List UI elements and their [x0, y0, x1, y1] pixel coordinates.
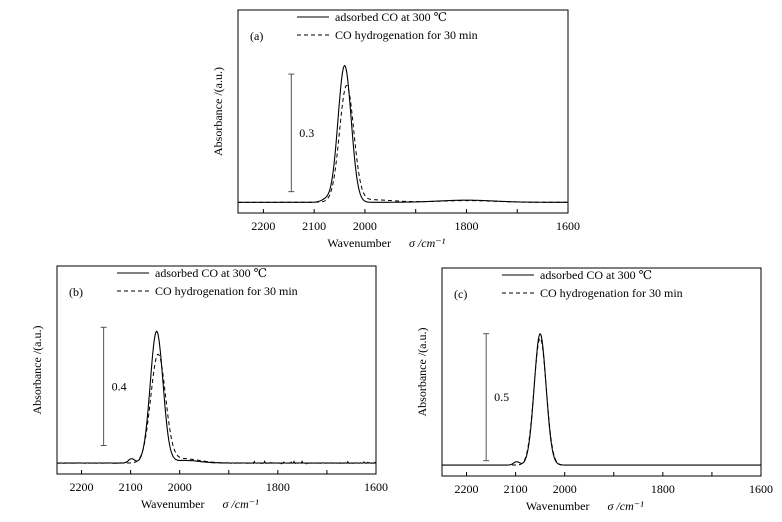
series-line-b-2	[57, 353, 376, 464]
x-tick-label-c-2200: 2200	[455, 482, 479, 496]
x-tick-label-a-2200: 2200	[251, 219, 275, 233]
x-tick-label-b-2100: 2100	[119, 480, 143, 494]
x-tick-label-c-1600: 1600	[749, 482, 773, 496]
series-line-a-1	[238, 64, 568, 203]
x-axis-label-a: Wavenumber	[327, 236, 391, 250]
x-tick-label-c-1800: 1800	[651, 482, 675, 496]
chart-panel-c: 2200 2100 2000 1800 1600 Wavenumber σ /cm⁻¹ Abs…	[415, 267, 773, 513]
series-line-c-2	[442, 337, 761, 466]
plot-frame-a	[237, 9, 569, 214]
panel-label-a: (a)	[250, 29, 263, 43]
x-tick-label-a-1600: 1600	[556, 219, 580, 233]
legend-label-c-2: CO hydrogenation for 30 min	[540, 286, 683, 300]
plot-frame-b	[56, 265, 377, 475]
x-tick-label-b-2200: 2200	[70, 480, 94, 494]
scale-bar-label-a: 0.3	[299, 126, 314, 140]
x-axis-unit-a: σ /cm⁻¹	[409, 236, 446, 250]
x-axis-label-b: Wavenumber	[141, 497, 205, 511]
series-line-b-1	[56, 330, 377, 465]
legend-label-c-1: adsorbed CO at 300 ℃	[540, 268, 652, 282]
y-axis-label-b: Absorbance /(a.u.)	[30, 326, 44, 415]
x-tick-label-b-2000: 2000	[168, 480, 192, 494]
panel-label-c: (c)	[454, 287, 467, 301]
chart-panel-b: 2200 2100 2000 1800 1600 Wavenumber σ /cm⁻¹ Abs…	[30, 265, 388, 511]
x-tick-label-a-2000: 2000	[353, 219, 377, 233]
x-axis-unit-b: σ /cm⁻¹	[223, 497, 260, 511]
x-tick-label-c-2000: 2000	[553, 482, 577, 496]
x-tick-label-b-1600: 1600	[364, 480, 388, 494]
panel-label-b: (b)	[69, 285, 83, 299]
y-axis-label-c: Absorbance /(a.u.)	[415, 328, 429, 417]
y-axis-label-a: Absorbance /(a.u.)	[211, 67, 225, 156]
legend-label-b-1: adsorbed CO at 300 ℃	[155, 266, 267, 280]
x-tick-label-a-2100: 2100	[302, 219, 326, 233]
legend-label-a-1: adsorbed CO at 300 ℃	[335, 10, 447, 24]
legend-label-b-2: CO hydrogenation for 30 min	[155, 284, 298, 298]
x-tick-label-b-1800: 1800	[266, 480, 290, 494]
x-tick-label-a-1800: 1800	[454, 219, 478, 233]
legend-label-a-2: CO hydrogenation for 30 min	[335, 28, 478, 42]
series-line-c-1	[442, 333, 761, 466]
plot-frame-c	[441, 267, 762, 477]
x-axis-unit-c: σ /cm⁻¹	[608, 499, 645, 513]
x-tick-label-c-2100: 2100	[504, 482, 528, 496]
scale-bar-label-c: 0.5	[494, 390, 509, 404]
series-line-a-2	[238, 84, 568, 203]
scale-bar-label-b: 0.4	[112, 379, 127, 393]
x-axis-label-c: Wavenumber	[526, 499, 590, 513]
chart-panel-a: 2200 2100 2000 1800 1600 Wavenumber σ /cm⁻¹ Abs…	[211, 9, 580, 250]
